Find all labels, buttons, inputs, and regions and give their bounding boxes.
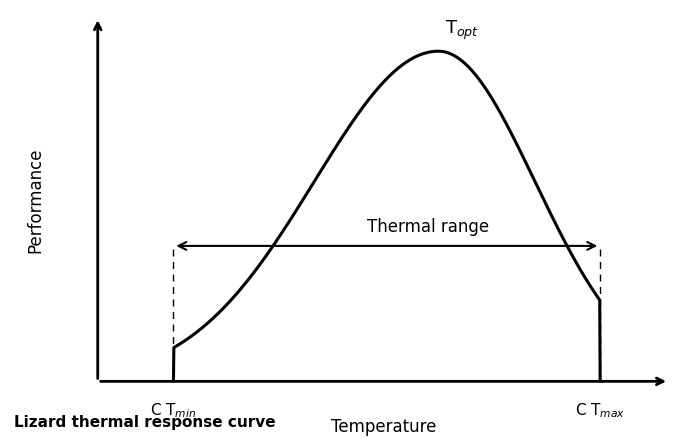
Text: C $\mathregular{T}_{max}$: C $\mathregular{T}_{max}$ bbox=[575, 400, 625, 419]
Text: C $\mathregular{T}_{min}$: C $\mathregular{T}_{min}$ bbox=[150, 400, 197, 419]
Text: Lizard thermal response curve: Lizard thermal response curve bbox=[14, 414, 276, 429]
Text: Thermal range: Thermal range bbox=[367, 218, 489, 236]
Text: Performance: Performance bbox=[27, 147, 45, 253]
Text: Temperature: Temperature bbox=[331, 417, 436, 435]
Text: $\mathregular{T}_{opt}$: $\mathregular{T}_{opt}$ bbox=[445, 18, 480, 42]
